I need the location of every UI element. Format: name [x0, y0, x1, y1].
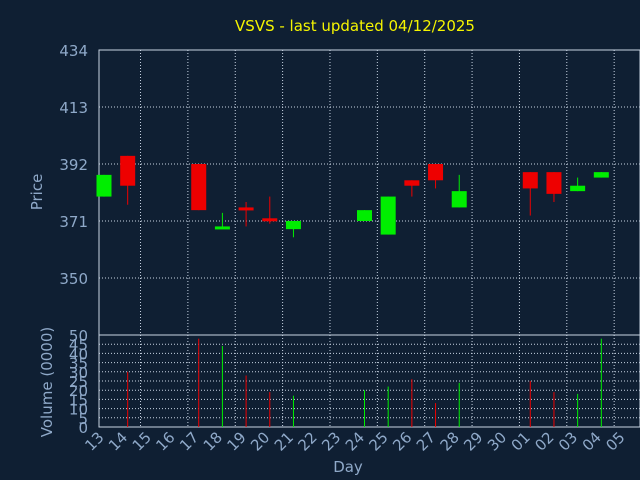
candle: [238, 202, 254, 227]
candle-body: [238, 207, 254, 211]
candle: [262, 196, 278, 224]
candle-body: [96, 174, 112, 197]
volume-tick-label: 5: [78, 410, 88, 428]
x-tick-label: 24: [342, 428, 368, 454]
x-tick-label: 21: [271, 428, 297, 454]
candle-body: [120, 155, 136, 186]
x-tick-label: 20: [247, 428, 273, 454]
x-tick-label: 02: [531, 428, 557, 454]
volume-tick-label: 15: [69, 391, 88, 409]
candle: [428, 164, 444, 189]
price-tick-label: 434: [59, 42, 88, 60]
candle-body: [380, 196, 396, 235]
volume-tick-label: 10: [69, 401, 88, 419]
volume-tick-label: 40: [69, 345, 88, 363]
candle-body: [428, 164, 444, 181]
price-axis: 434 413 392 371 350: [59, 42, 88, 288]
candle-body: [285, 221, 301, 230]
price-axis-label: Price: [28, 174, 46, 211]
volume-bars: [127, 338, 602, 427]
candle-body: [593, 172, 609, 178]
volume-tick-label: 25: [69, 373, 88, 391]
candle-body: [214, 226, 230, 230]
candle: [593, 172, 609, 178]
x-tick-label: 28: [437, 428, 463, 454]
price-tick-label: 371: [59, 213, 88, 231]
candle-body: [404, 180, 420, 186]
candle: [522, 172, 538, 216]
x-tick-label: 18: [200, 428, 226, 454]
volume-axis-label: Volume (0000): [38, 327, 56, 437]
price-tick-label: 413: [59, 99, 88, 117]
x-tick-label: 22: [294, 428, 320, 454]
candle: [357, 210, 372, 221]
x-tick-label: 15: [129, 428, 155, 454]
chart-title: VSVS - last updated 04/12/2025: [235, 17, 475, 35]
volume-tick-label: 30: [69, 364, 88, 382]
candle-body: [522, 172, 538, 189]
price-tick-label: 350: [59, 270, 88, 288]
candle: [546, 172, 562, 202]
x-tick-label: 17: [176, 428, 202, 454]
candle-body: [546, 172, 562, 194]
candle: [120, 155, 136, 205]
x-tick-label: 01: [508, 428, 534, 454]
volume-tick-label: 20: [69, 382, 88, 400]
candle-body: [262, 218, 278, 222]
x-tick-label: 25: [366, 428, 392, 454]
x-tick-label: 19: [223, 428, 249, 454]
x-tick-label: 05: [602, 428, 628, 454]
candle: [570, 177, 586, 192]
x-tick-label: 03: [555, 428, 581, 454]
volume-grid: [98, 334, 640, 428]
candle: [404, 180, 420, 197]
x-tick-label: 04: [579, 428, 605, 454]
candle: [285, 221, 301, 238]
candle-body: [570, 185, 586, 192]
candle-body: [451, 191, 467, 208]
candle: [214, 212, 230, 230]
candles: [96, 155, 609, 238]
price-tick-label: 392: [59, 156, 88, 174]
candle: [191, 164, 207, 211]
candle-body: [357, 210, 372, 221]
candle: [96, 174, 112, 197]
x-tick-label: 27: [413, 428, 439, 454]
volume-tick-label: 50: [69, 327, 88, 345]
candle-body: [191, 164, 207, 211]
x-axis-label: Day: [333, 458, 363, 476]
x-tick-label: 14: [105, 428, 131, 454]
volume-tick-label: 45: [69, 336, 88, 354]
volume-tick-label: 0: [78, 419, 88, 437]
x-tick-label: 30: [484, 428, 510, 454]
volume-tick-label: 35: [69, 355, 88, 373]
x-tick-label: 23: [318, 428, 344, 454]
x-tick-label: 16: [152, 428, 178, 454]
x-axis: 1314151617181920212223242526272829300102…: [81, 428, 628, 454]
x-tick-label: 29: [460, 428, 486, 454]
candle: [451, 174, 467, 208]
x-tick-label: 26: [389, 428, 415, 454]
candle: [380, 196, 396, 235]
